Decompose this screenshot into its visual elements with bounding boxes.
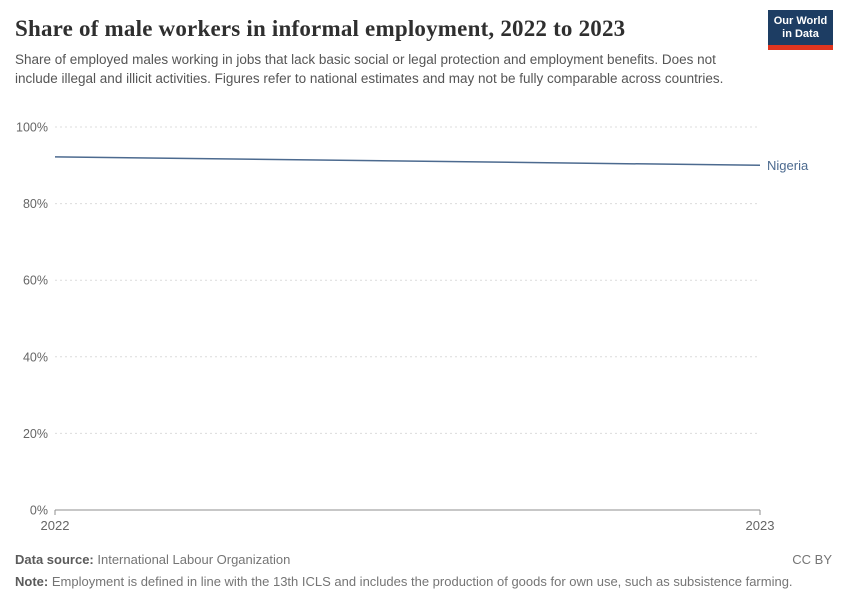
note-row: Note: Employment is defined in line with… [15,574,832,589]
y-tick-label: 100% [16,121,48,135]
note-label: Note: [15,574,49,589]
chart-footer: Data source: International Labour Organi… [15,552,832,589]
source-row: Data source: International Labour Organi… [15,552,832,567]
y-tick-label: 60% [23,274,48,288]
chart-subtitle: Share of employed males working in jobs … [15,52,724,86]
line-chart: 0% 20% 40% 60% 80% 100% 2022 2023 Nigeria [16,121,809,534]
series-label[interactable]: Nigeria [767,158,809,173]
data-source-value[interactable]: International Labour Organization [97,552,291,567]
chart-header: Share of male workers in informal employ… [15,16,745,88]
y-tick-label: 40% [23,350,48,364]
y-tick-label: 80% [23,197,48,211]
x-tick-label: 2023 [746,518,775,533]
chart-title: Share of male workers in informal employ… [15,16,626,41]
owid-logo[interactable]: Our World in Data [768,10,833,50]
owid-logo-line1: Our World [773,15,828,27]
data-source: Data source: International Labour Organi… [15,552,290,567]
series-line[interactable] [54,156,761,167]
data-source-label: Data source: [15,552,94,567]
note-text: Employment is defined in line with the 1… [51,574,793,589]
chart-plot-area: 0% 20% 40% 60% 80% 100% 2022 2023 Nigeria [0,113,850,541]
y-tick-label: 20% [23,427,48,441]
license-badge[interactable]: CC BY [792,552,832,567]
owid-logo-line2: in Data [782,28,819,40]
y-tick-label: 0% [30,504,48,518]
x-tick-label: 2022 [41,518,70,533]
